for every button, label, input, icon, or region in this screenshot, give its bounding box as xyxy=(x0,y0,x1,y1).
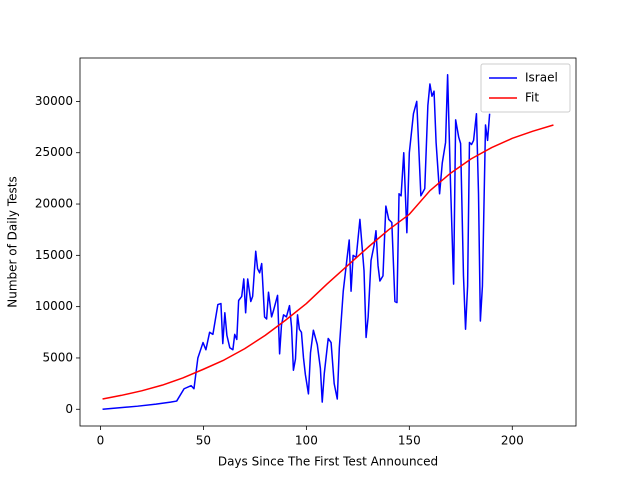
y-tick-label: 15000 xyxy=(35,248,73,262)
x-tick-label: 50 xyxy=(196,434,211,448)
series-line xyxy=(102,73,491,411)
y-tick-label: 5000 xyxy=(42,350,73,364)
y-tick-label: 20000 xyxy=(35,197,73,211)
x-tick-label: 200 xyxy=(501,434,524,448)
y-tick-label: 0 xyxy=(65,402,73,416)
axes-frame xyxy=(79,57,577,427)
legend-box xyxy=(480,63,571,113)
x-tick-label: 100 xyxy=(295,434,318,448)
y-tick-label: 30000 xyxy=(35,94,73,108)
series-line xyxy=(102,124,554,400)
legend-label: Fit xyxy=(525,91,539,105)
y-tick-label: 25000 xyxy=(35,145,73,159)
y-tick-label: 10000 xyxy=(35,299,73,313)
x-tick-label: 0 xyxy=(97,434,105,448)
legend-label: Israel xyxy=(525,71,558,85)
y-axis-label: Number of Daily Tests xyxy=(6,176,20,307)
legend: Israel Fit xyxy=(480,63,571,113)
x-axis-label: Days Since The First Test Announced xyxy=(218,455,438,469)
x-tick-label: 150 xyxy=(398,434,421,448)
